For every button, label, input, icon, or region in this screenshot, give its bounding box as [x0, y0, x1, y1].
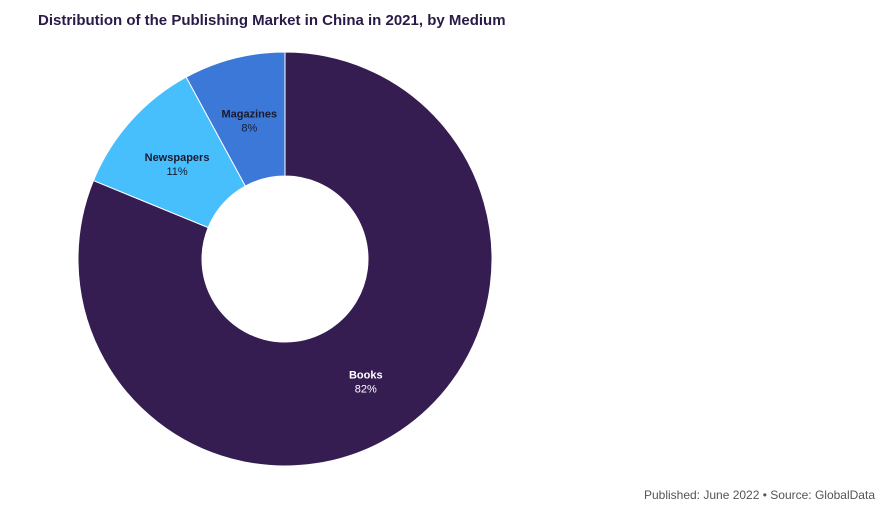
chart-title: Distribution of the Publishing Market in…	[38, 12, 506, 29]
slice-name-magazines: Magazines	[221, 108, 277, 120]
slice-magazines[interactable]	[185, 51, 286, 187]
slice-value-newspapers: 11%	[166, 166, 187, 178]
source-footer: Published: June 2022 • Source: GlobalDat…	[643, 488, 875, 502]
slice-label-newspapers: Newspapers 11%	[145, 152, 210, 178]
labels-group: Books 82% Newspapers 11% Magazines 8%	[145, 108, 383, 395]
slices-group	[77, 51, 493, 467]
slice-books[interactable]	[77, 51, 493, 467]
slice-name-newspapers: Newspapers	[145, 152, 210, 164]
slice-value-magazines: 8%	[241, 122, 257, 134]
slice-value-books: 82%	[355, 383, 377, 395]
slice-label-magazines: Magazines 8%	[221, 108, 277, 134]
slice-name-books: Books	[349, 369, 383, 381]
slice-label-books: Books 82%	[349, 369, 383, 395]
